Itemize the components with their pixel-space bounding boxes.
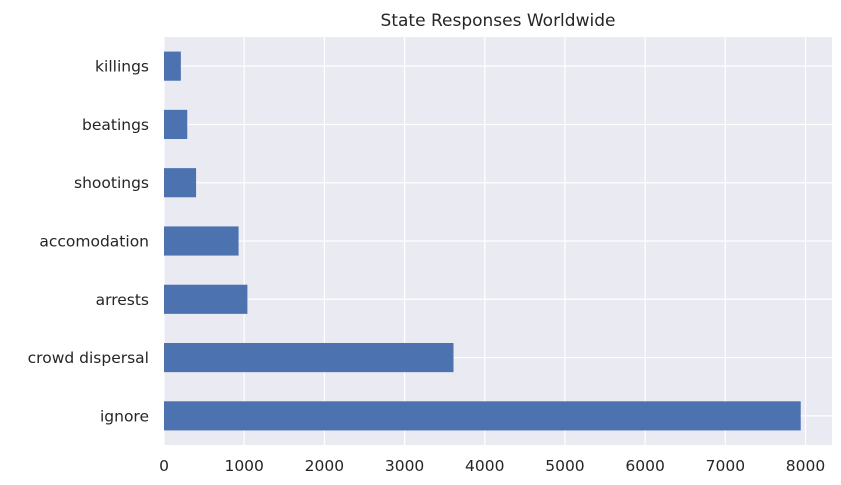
x-tick-label: 0 bbox=[159, 457, 169, 475]
y-tick-label: crowd dispersal bbox=[28, 349, 149, 367]
chart-title: State Responses Worldwide bbox=[381, 11, 616, 31]
x-tick-label: 1000 bbox=[224, 457, 263, 475]
bar-crowd-dispersal bbox=[164, 343, 454, 373]
x-tick-label: 5000 bbox=[545, 457, 584, 475]
x-tick-label: 7000 bbox=[706, 457, 745, 475]
y-tick-labels: ignore crowd dispersal arrests accomodation… bbox=[28, 58, 149, 426]
x-tick-label: 2000 bbox=[305, 457, 344, 475]
bar-ignore bbox=[164, 401, 801, 431]
y-tick-label: arrests bbox=[96, 291, 149, 309]
y-tick-label: ignore bbox=[100, 407, 149, 425]
y-tick-label: shootings bbox=[74, 174, 149, 192]
x-tick-label: 6000 bbox=[625, 457, 664, 475]
bar-shootings bbox=[164, 168, 197, 198]
bar-killings bbox=[164, 51, 181, 81]
y-tick-label: beatings bbox=[82, 116, 149, 134]
x-tick-label: 3000 bbox=[385, 457, 424, 475]
x-tick-label: 8000 bbox=[786, 457, 825, 475]
y-tick-label: killings bbox=[95, 58, 149, 76]
x-tick-label: 4000 bbox=[465, 457, 504, 475]
bars bbox=[164, 51, 801, 431]
bar-accomodation bbox=[164, 226, 239, 256]
bar-arrests bbox=[164, 284, 248, 314]
x-tick-labels: 0 1000 2000 3000 4000 5000 6000 7000 8000 bbox=[159, 457, 825, 475]
y-tick-label: accomodation bbox=[39, 233, 149, 251]
bar-beatings bbox=[164, 109, 188, 139]
